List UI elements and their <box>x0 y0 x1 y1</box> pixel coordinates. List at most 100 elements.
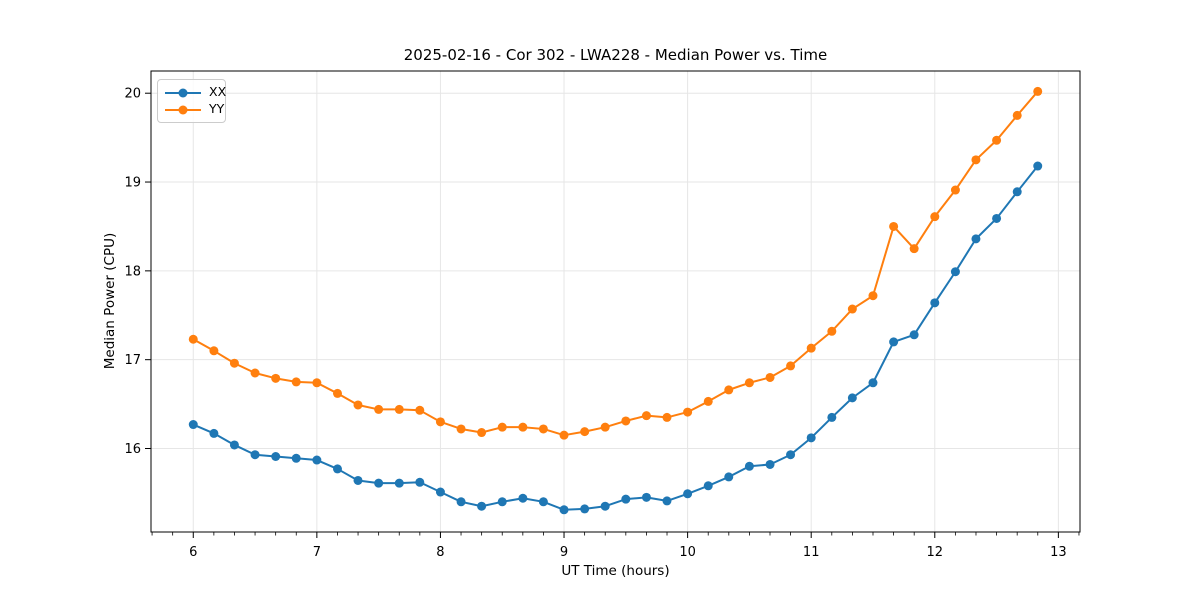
data-point-YY <box>209 346 219 356</box>
data-point-YY <box>559 430 569 440</box>
y-tick-label: 17 <box>124 353 141 368</box>
data-point-XX <box>312 455 322 465</box>
data-point-YY <box>312 378 322 388</box>
data-point-XX <box>744 461 754 471</box>
x-tick-label: 8 <box>436 545 444 560</box>
data-point-XX <box>992 213 1002 223</box>
legend-label: XX <box>209 84 227 100</box>
data-point-XX <box>250 450 260 460</box>
data-point-XX <box>477 501 487 511</box>
data-point-XX <box>394 478 404 488</box>
data-point-XX <box>1012 187 1022 197</box>
data-point-XX <box>827 412 837 422</box>
data-point-YY <box>229 358 239 368</box>
data-point-YY <box>992 135 1002 145</box>
data-point-XX <box>188 420 198 430</box>
data-point-YY <box>889 221 899 231</box>
x-axis-label: UT Time (hours) <box>561 563 670 579</box>
x-tick-label: 11 <box>803 545 820 560</box>
data-point-XX <box>559 505 569 515</box>
data-point-XX <box>724 472 734 482</box>
data-point-XX <box>889 337 899 347</box>
data-point-YY <box>271 373 281 383</box>
data-point-YY <box>497 422 507 432</box>
data-point-YY <box>930 212 940 222</box>
x-tick-label: 13 <box>1050 545 1067 560</box>
legend-swatch-YY <box>165 105 201 114</box>
data-point-XX <box>229 440 239 450</box>
data-point-YY <box>580 427 590 437</box>
legend-marker-sample <box>178 105 188 114</box>
data-point-XX <box>497 497 507 507</box>
data-point-XX <box>209 428 219 438</box>
y-tick-label: 18 <box>124 264 141 279</box>
data-point-XX <box>538 497 548 507</box>
data-point-XX <box>683 489 693 499</box>
data-point-XX <box>271 451 281 461</box>
data-point-YY <box>518 422 528 432</box>
data-point-YY <box>786 361 796 371</box>
data-point-YY <box>806 343 816 353</box>
data-point-YY <box>950 185 960 195</box>
data-point-YY <box>683 407 693 417</box>
legend-swatch-XX <box>165 88 201 97</box>
data-point-YY <box>1012 110 1022 120</box>
data-point-XX <box>930 298 940 308</box>
data-point-XX <box>291 453 301 463</box>
axes-spines <box>150 70 1081 533</box>
data-point-XX <box>580 504 590 514</box>
data-point-XX <box>435 487 445 497</box>
data-point-YY <box>662 412 672 422</box>
data-point-YY <box>291 377 301 387</box>
data-point-XX <box>950 267 960 277</box>
chart-title: 2025-02-16 - Cor 302 - LWA228 - Median P… <box>403 46 828 64</box>
data-point-XX <box>909 330 919 340</box>
legend-item-XX: XX <box>164 84 226 101</box>
data-point-XX <box>868 378 878 388</box>
legend: XX YY <box>157 79 226 123</box>
data-point-XX <box>971 234 981 244</box>
data-point-YY <box>744 378 754 388</box>
data-point-XX <box>806 433 816 443</box>
data-point-XX <box>518 493 528 503</box>
data-point-XX <box>332 464 342 474</box>
data-point-YY <box>827 326 837 336</box>
data-point-YY <box>435 417 445 427</box>
data-point-XX <box>662 496 672 506</box>
data-point-XX <box>600 501 610 511</box>
legend-marker-sample <box>178 88 188 97</box>
data-point-YY <box>641 411 651 421</box>
data-point-YY <box>909 244 919 254</box>
legend-label: YY <box>209 101 225 117</box>
x-tick-label: 7 <box>313 545 321 560</box>
data-point-YY <box>765 372 775 382</box>
data-point-XX <box>765 459 775 469</box>
data-point-YY <box>703 396 713 406</box>
data-point-XX <box>703 481 713 491</box>
data-point-XX <box>353 475 363 485</box>
data-point-YY <box>188 334 198 344</box>
data-point-YY <box>415 405 425 415</box>
data-point-YY <box>621 416 631 426</box>
y-tick-label: 19 <box>124 176 141 191</box>
data-point-XX <box>456 497 466 507</box>
x-tick-label: 10 <box>679 545 696 560</box>
y-tick-label: 16 <box>124 442 141 457</box>
data-point-YY <box>456 424 466 434</box>
x-tick-label: 6 <box>189 545 197 560</box>
data-point-YY <box>353 400 363 410</box>
data-point-YY <box>1033 86 1043 96</box>
data-point-XX <box>641 492 651 502</box>
data-point-YY <box>250 368 260 378</box>
data-point-XX <box>786 450 796 460</box>
x-tick-label: 9 <box>560 545 568 560</box>
data-point-YY <box>600 422 610 432</box>
data-point-YY <box>971 155 981 165</box>
data-point-YY <box>374 404 384 414</box>
data-point-XX <box>621 494 631 504</box>
data-point-YY <box>724 385 734 395</box>
data-point-YY <box>477 428 487 438</box>
x-tick-label: 12 <box>927 545 944 560</box>
